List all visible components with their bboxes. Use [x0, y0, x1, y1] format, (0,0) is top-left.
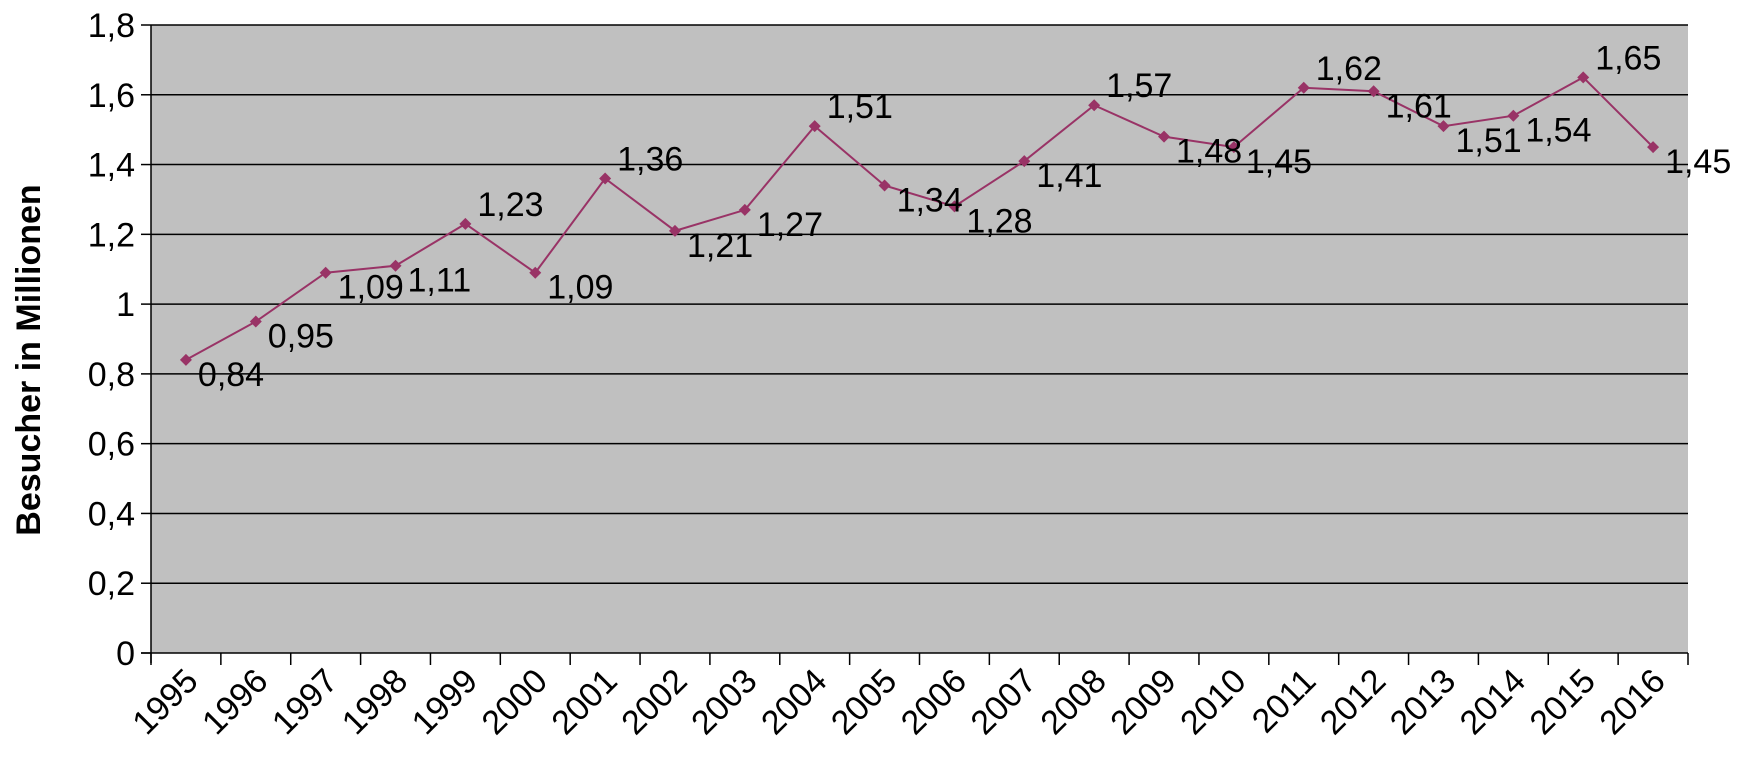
data-point-marker — [179, 353, 192, 366]
data-point-marker — [878, 179, 891, 192]
data-label: 1,34 — [897, 181, 963, 219]
data-label: 1,51 — [827, 88, 893, 126]
x-tick-label: 2009 — [1103, 662, 1183, 742]
data-label: 1,36 — [617, 141, 683, 179]
y-axis-title: Besucher in Millionen — [10, 184, 48, 535]
x-tick-label: 1996 — [195, 662, 275, 742]
data-label: 1,57 — [1106, 67, 1172, 105]
data-label: 0,95 — [268, 318, 334, 356]
data-point-marker — [1647, 141, 1660, 154]
x-tick-label: 1995 — [125, 662, 205, 742]
gridlines — [151, 24, 1688, 584]
data-point-marker — [1437, 120, 1450, 133]
x-tick-label: 1998 — [335, 662, 415, 742]
x-tick-label: 2008 — [1033, 662, 1113, 742]
x-tick-label: 2007 — [964, 662, 1044, 742]
data-label: 1,23 — [477, 186, 543, 224]
data-point-marker — [1577, 71, 1590, 84]
data-point-marker — [738, 203, 751, 216]
data-label: 1,51 — [1455, 122, 1521, 160]
x-tick-label: 2005 — [824, 662, 904, 742]
data-point-marker — [1367, 85, 1380, 98]
y-tick-label: 1,6 — [88, 77, 135, 115]
data-point-marker — [249, 315, 262, 328]
y-tick-label: 0,4 — [88, 495, 135, 533]
data-point-marker — [319, 266, 332, 279]
y-tick-label: 1 — [116, 286, 135, 324]
data-point-marker — [668, 224, 681, 237]
series-line — [179, 71, 1660, 366]
y-tick-label: 1,8 — [88, 7, 135, 45]
y-tick-label: 1,4 — [88, 147, 135, 185]
x-tick-label: 2004 — [754, 662, 834, 742]
y-tick-label: 0,2 — [88, 565, 135, 603]
x-tick-label: 2016 — [1592, 662, 1672, 742]
y-tick-label: 0,6 — [88, 426, 135, 464]
y-tick-label: 0,8 — [88, 356, 135, 394]
data-point-marker — [808, 120, 821, 133]
data-label: 1,65 — [1595, 39, 1661, 77]
x-tick-label: 1999 — [405, 662, 485, 742]
y-tick-labels: 0 0,2 0,4 0,6 0,8 1 1,2 1,4 1,6 1,8 — [88, 7, 135, 673]
data-label: 1,45 — [1665, 143, 1731, 181]
data-label: 1,11 — [408, 262, 472, 300]
data-label: 1,21 — [687, 227, 753, 265]
data-label: 1,27 — [757, 206, 823, 244]
data-labels: 0,840,951,09 1,111,231,091,361,211,271,51… — [198, 39, 1731, 394]
data-label: 1,45 — [1246, 143, 1312, 181]
x-tick-label: 1997 — [265, 662, 345, 742]
x-tick-label: 2014 — [1453, 662, 1533, 742]
data-point-marker — [1158, 130, 1171, 143]
x-tick-label: 2015 — [1523, 662, 1603, 742]
x-tick-label: 2010 — [1173, 662, 1253, 742]
data-point-marker — [1018, 155, 1031, 168]
x-tick-label: 2000 — [475, 662, 555, 742]
y-tick-label: 1,2 — [88, 216, 135, 254]
x-tick-labels: 1995199619971998199920002001200220032004… — [125, 662, 1672, 742]
x-tick-label: 2002 — [614, 662, 694, 742]
data-label: 1,61 — [1386, 87, 1452, 125]
data-point-marker — [1088, 99, 1101, 112]
data-label: 1,41 — [1036, 157, 1102, 195]
x-tick-label: 2001 — [544, 662, 624, 742]
series-polyline — [185, 76, 1654, 361]
x-tick-label: 2011 — [1245, 662, 1324, 741]
data-label: 1,28 — [966, 202, 1032, 240]
x-tick-label: 2012 — [1313, 662, 1393, 742]
data-label: 1,48 — [1176, 133, 1242, 171]
data-point-marker — [948, 200, 961, 213]
plot-area — [151, 25, 1688, 653]
x-tick-label: 2013 — [1383, 662, 1463, 742]
data-label: 0,84 — [198, 356, 264, 394]
data-point-marker — [529, 266, 542, 279]
data-label: 1,54 — [1525, 112, 1591, 150]
y-tick-label: 0 — [116, 635, 135, 673]
data-point-marker — [389, 259, 402, 272]
data-label: 1,62 — [1316, 50, 1382, 88]
data-point-marker — [1297, 81, 1310, 94]
x-tick-label: 2003 — [684, 662, 764, 742]
axes — [141, 24, 1689, 665]
data-point-marker — [459, 217, 472, 230]
x-tick-label: 2006 — [894, 662, 974, 742]
data-label: 1,09 — [338, 269, 404, 307]
data-point-marker — [1507, 109, 1520, 122]
data-point-marker — [599, 172, 612, 185]
data-point-marker — [1227, 141, 1240, 154]
data-label: 1,09 — [547, 269, 613, 307]
